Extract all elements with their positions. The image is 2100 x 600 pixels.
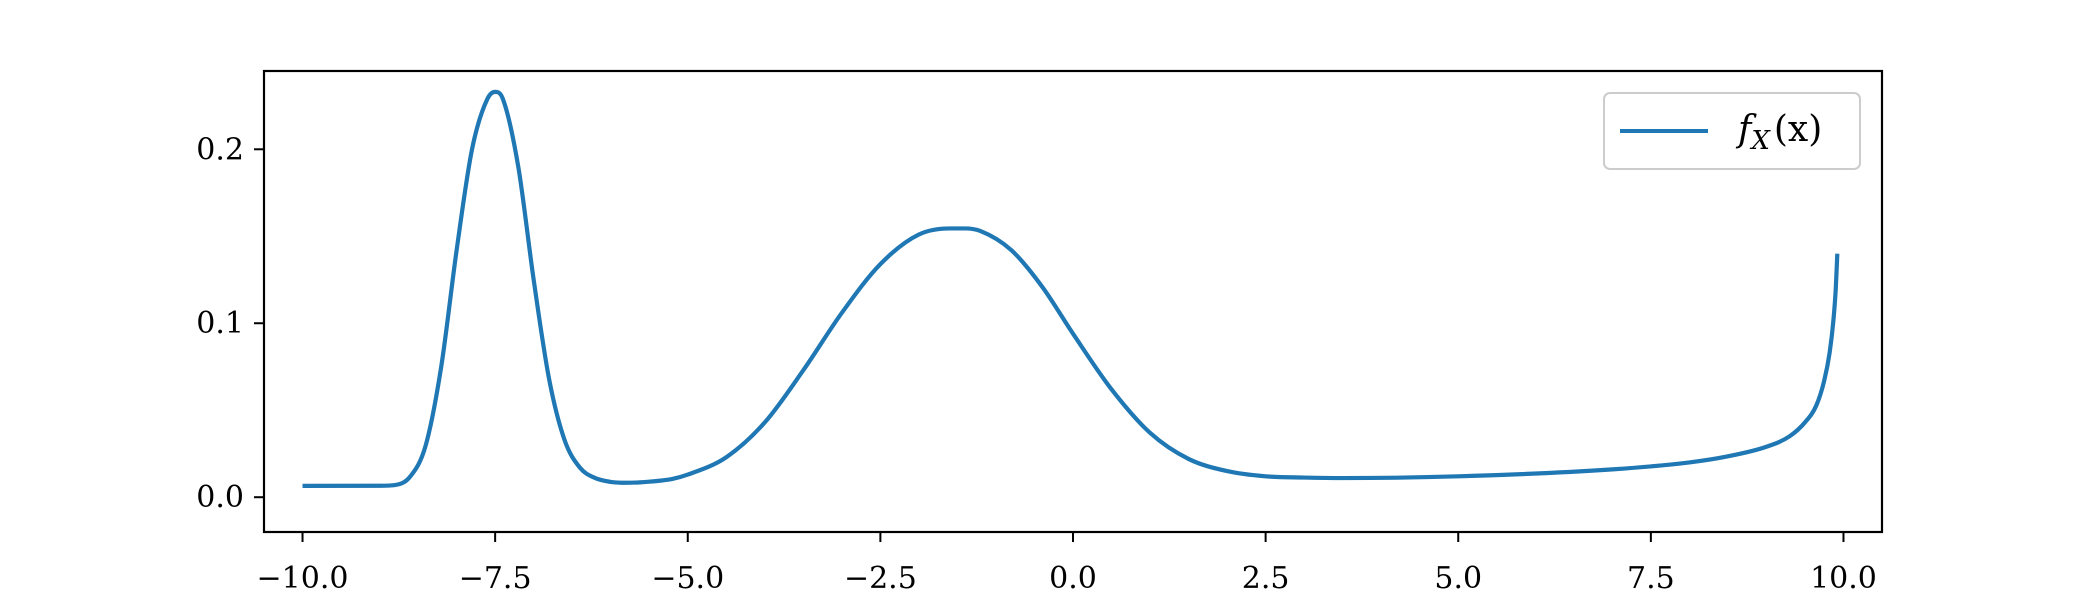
plot-lines [302,89,1840,488]
legend-label: fX (x) [1735,109,1822,156]
series-line [302,89,1840,488]
x-tick-label: 2.5 [1242,561,1290,596]
y-axis-ticks: 0.0 0.1 0.2 [196,132,264,515]
legend-label-subscript: X [1749,126,1771,156]
plot-frame [262,69,1884,534]
legend: fX (x) [1603,92,1861,170]
x-tick-label: −2.5 [844,561,917,596]
x-tick-label: 5.0 [1434,561,1482,596]
x-tick-label: −5.0 [651,561,724,596]
x-axis-ticks: −10.0 −7.5 −5.0 −2.5 0.0 2.5 5.0 7.5 10.0 [257,532,1877,596]
legend-box [1603,92,1861,170]
x-tick-label: 7.5 [1627,561,1675,596]
x-tick-label: −7.5 [459,561,532,596]
legend-label-argument: (x) [1774,109,1822,150]
y-tick-label: 0.2 [196,132,244,167]
y-tick-label: 0.0 [196,480,244,515]
x-tick-label: 10.0 [1810,561,1877,596]
y-tick-label: 0.1 [196,306,244,341]
x-tick-label: −10.0 [257,561,349,596]
x-tick-label: 0.0 [1049,561,1097,596]
